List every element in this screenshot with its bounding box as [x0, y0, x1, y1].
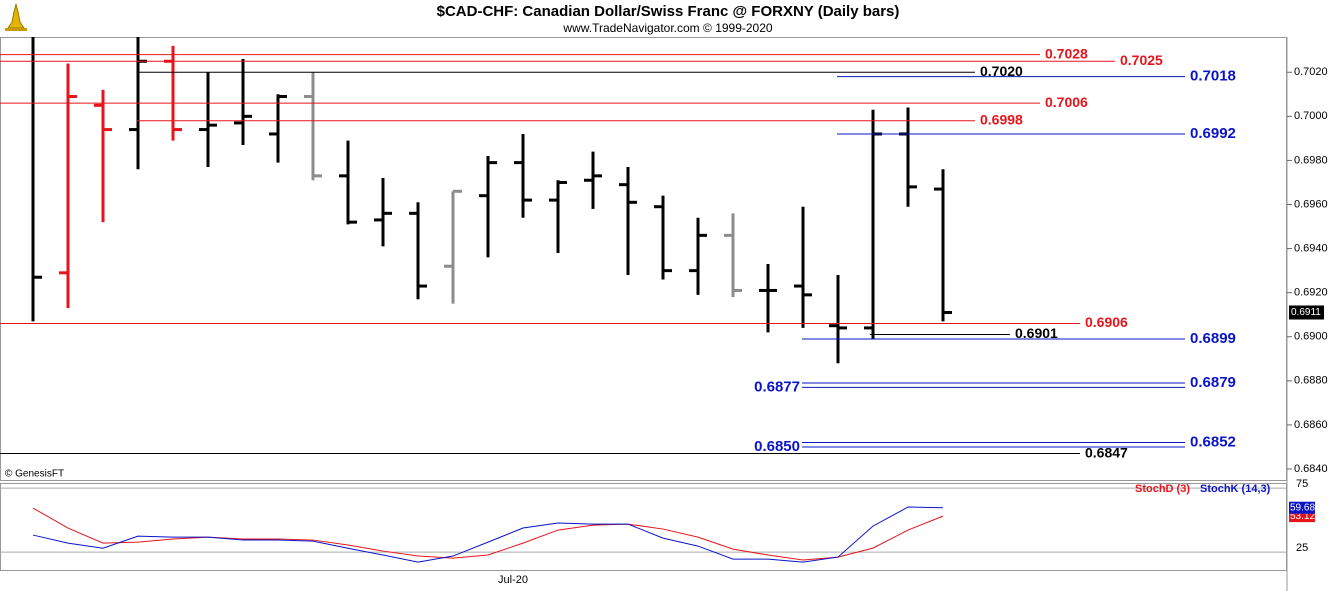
level-label: 0.6877 — [754, 378, 800, 395]
y-tick-label: 0.7000 — [1294, 110, 1328, 122]
level-label: 0.7018 — [1190, 68, 1236, 85]
y-tick-label: 0.6960 — [1294, 198, 1328, 210]
last-price-box — [1289, 305, 1324, 320]
level-label: 0.6879 — [1190, 374, 1236, 391]
stoch-line — [32, 506, 944, 563]
y-tick-label: 0.6920 — [1294, 287, 1328, 299]
chart-subtitle: www.TradeNavigator.com © 1999-2020 — [562, 21, 772, 35]
level-label: 0.7028 — [1045, 45, 1088, 61]
y-tick-label: 75 — [1296, 478, 1308, 490]
legend-label: StochD (3) — [1135, 483, 1190, 495]
y-tick-label: 0.6860 — [1294, 419, 1328, 431]
level-label: 0.7025 — [1120, 52, 1163, 68]
last-value-box — [1289, 501, 1315, 514]
y-tick-label: 0.6900 — [1294, 331, 1328, 343]
level-label: 0.6992 — [1190, 125, 1236, 142]
y-tick-label: 0.7020 — [1294, 66, 1328, 78]
level-label: 0.6850 — [754, 438, 800, 455]
logo — [5, 3, 27, 31]
level-label: 0.6899 — [1190, 330, 1236, 347]
y-tick-label: 0.6840 — [1294, 463, 1328, 475]
stoch-line — [32, 507, 944, 561]
y-tick-label: 0.6880 — [1294, 375, 1328, 387]
y-tick-label: 0.6980 — [1294, 154, 1328, 166]
chart-title: $CAD-CHF: Canadian Dollar/Swiss Franc @ … — [437, 3, 900, 20]
last-value-label: 59.68 — [1290, 502, 1315, 513]
legend-label: StochK (14,3) — [1200, 483, 1271, 495]
level-label: 0.6998 — [980, 111, 1023, 127]
level-label: 0.7020 — [980, 63, 1023, 79]
level-label: 0.6906 — [1085, 314, 1128, 330]
last-value-label: 53.12 — [1290, 511, 1315, 522]
source: © GenesisFT — [5, 469, 64, 480]
level-label: 0.7006 — [1045, 94, 1088, 110]
last-price-label: 0.6911 — [1291, 307, 1321, 318]
level-label: 0.6901 — [1015, 325, 1058, 341]
plot-area — [31, 37, 952, 364]
level-label: 0.6852 — [1190, 434, 1236, 451]
level-label: 0.6847 — [1085, 444, 1128, 460]
x-tick-label: Jul-20 — [498, 574, 528, 586]
y-tick-label: 0.6940 — [1294, 242, 1328, 254]
y-tick-label: 25 — [1296, 542, 1308, 554]
